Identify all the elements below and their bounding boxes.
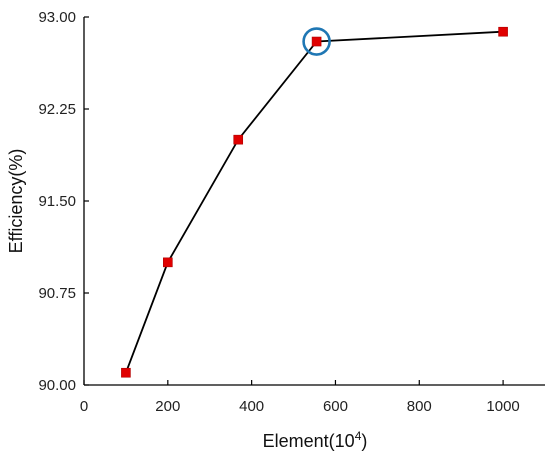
- axis-titles: Element(104) Efficiency(%): [6, 149, 367, 451]
- y-tick-label: 92.25: [38, 101, 76, 118]
- y-tick-label: 93.00: [38, 9, 76, 26]
- data-point: [163, 257, 173, 268]
- x-axis-title-text: Element(10: [263, 431, 355, 451]
- x-tick-label: 0: [80, 398, 88, 415]
- x-axis-title: Element(104): [263, 429, 368, 451]
- y-tick-label: 91.50: [38, 193, 76, 210]
- y-tick-label: 90.00: [38, 377, 76, 394]
- x-tick-label: 1000: [486, 398, 519, 415]
- tick-group: 90.00 90.75 91.50 92.25 93.00 0 200 400 600 800 10…: [38, 9, 519, 415]
- data-point: [311, 36, 322, 47]
- y-axis-title: Efficiency(%): [6, 149, 26, 254]
- x-tick-label: 600: [323, 398, 348, 415]
- x-axis-title-suffix: ): [361, 431, 367, 451]
- highlight-circle: [302, 27, 331, 56]
- x-tick-label: 200: [155, 398, 180, 415]
- x-axis-title-sup: 4: [355, 429, 362, 443]
- x-tick-label: 800: [407, 398, 432, 415]
- series-line: [125, 30, 504, 374]
- data-point: [498, 26, 508, 37]
- y-tick-label: 90.75: [38, 285, 76, 302]
- data-point: [233, 134, 244, 145]
- x-tick-label: 400: [239, 398, 264, 415]
- data-point: [121, 367, 131, 378]
- axes: [83, 17, 545, 386]
- series-group: [121, 26, 508, 378]
